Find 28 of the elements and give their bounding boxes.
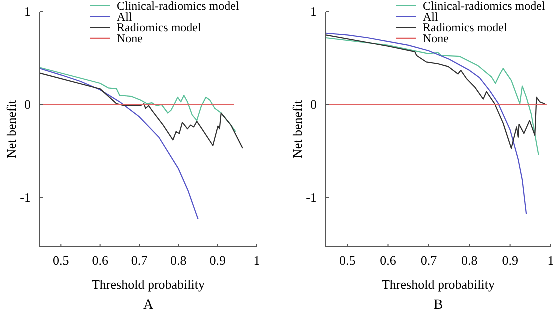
y-tick-label: 1 bbox=[24, 4, 31, 19]
x-tick-label: 1 bbox=[548, 253, 554, 268]
x-axis-title: Threshold probability bbox=[92, 277, 206, 292]
text: B bbox=[434, 298, 444, 313]
x-tick-label: 1 bbox=[254, 253, 260, 268]
x-tick-label: 0.6 bbox=[380, 253, 397, 268]
y-tick-label: -1 bbox=[20, 190, 31, 205]
x-tick-label: 0.5 bbox=[53, 253, 70, 268]
x-axis-title: Threshold probability bbox=[382, 277, 496, 292]
y-tick-label: 1 bbox=[310, 4, 317, 19]
line-series bbox=[39, 67, 236, 132]
y-tick-label: 0 bbox=[310, 96, 317, 112]
y-axis-title: Net benefit bbox=[290, 100, 305, 159]
text: A bbox=[143, 298, 154, 313]
x-tick-label: 0.5 bbox=[339, 253, 356, 268]
x-tick-label: 0.7 bbox=[420, 253, 438, 268]
line-series bbox=[39, 68, 199, 220]
x-tick-label: 0.6 bbox=[92, 253, 109, 268]
x-tick-label: 0.8 bbox=[462, 253, 478, 268]
y-tick-label: -1 bbox=[306, 190, 317, 205]
y-tick-label: 0 bbox=[24, 96, 31, 112]
line-series bbox=[325, 32, 528, 216]
x-tick-label: 0.8 bbox=[170, 253, 187, 268]
line-series bbox=[39, 72, 244, 150]
x-tick-label: 0.7 bbox=[131, 253, 148, 268]
y-axis-title: Net benefit bbox=[4, 100, 19, 159]
x-tick-label: 0.9 bbox=[502, 253, 518, 268]
x-tick-label: 0.9 bbox=[210, 253, 226, 268]
